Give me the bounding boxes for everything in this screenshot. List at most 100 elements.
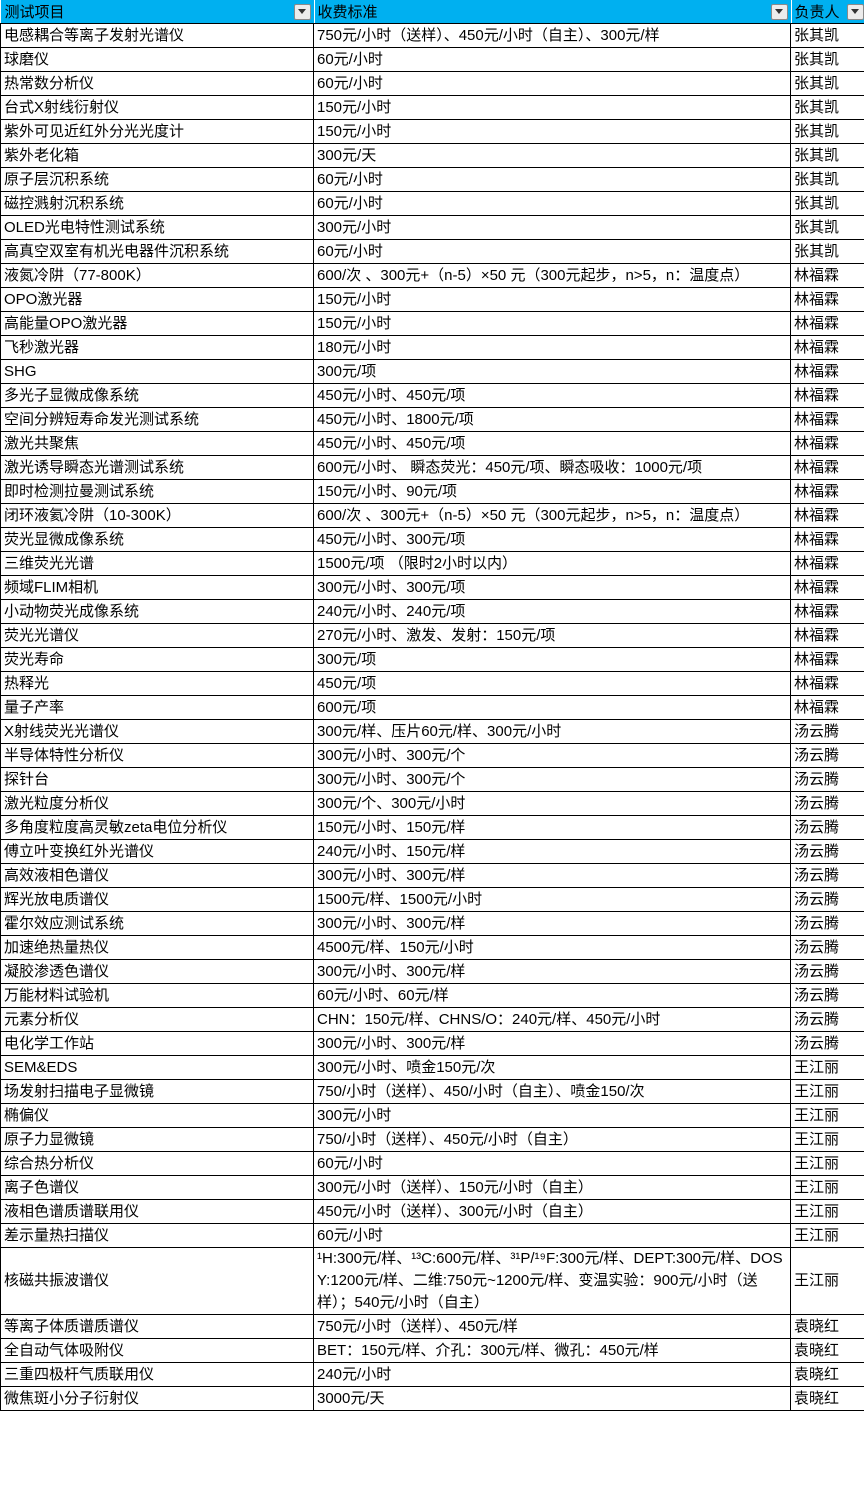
cell-owner[interactable]: 汤云腾	[790, 1007, 864, 1032]
cell-test-item[interactable]: 综合热分析仪	[0, 1151, 314, 1176]
cell-owner[interactable]: 林福霖	[790, 527, 864, 552]
cell-test-item[interactable]: 即时检测拉曼测试系统	[0, 479, 314, 504]
cell-owner[interactable]: 林福霖	[790, 551, 864, 576]
cell-test-item[interactable]: 激光粒度分析仪	[0, 791, 314, 816]
cell-fee-standard[interactable]: 300元/个、300元/小时	[313, 791, 791, 816]
cell-test-item[interactable]: 元素分析仪	[0, 1007, 314, 1032]
cell-owner[interactable]: 张其凯	[790, 215, 864, 240]
cell-fee-standard[interactable]: 600元/小时、 瞬态荧光：450元/项、瞬态吸收：1000元/项	[313, 455, 791, 480]
filter-dropdown-button-fee-standard[interactable]	[770, 3, 788, 20]
cell-owner[interactable]: 王江丽	[790, 1223, 864, 1248]
cell-test-item[interactable]: 场发射扫描电子显微镜	[0, 1079, 314, 1104]
cell-fee-standard[interactable]: 450元/小时（送样）、300元/小时（自主）	[313, 1199, 791, 1224]
cell-fee-standard[interactable]: 4500元/样、150元/小时	[313, 935, 791, 960]
cell-fee-standard[interactable]: 240元/小时、150元/样	[313, 839, 791, 864]
cell-test-item[interactable]: 荧光寿命	[0, 647, 314, 672]
cell-test-item[interactable]: 全自动气体吸附仪	[0, 1338, 314, 1363]
cell-owner[interactable]: 张其凯	[790, 95, 864, 120]
cell-test-item[interactable]: 辉光放电质谱仪	[0, 887, 314, 912]
cell-owner[interactable]: 张其凯	[790, 167, 864, 192]
cell-owner[interactable]: 汤云腾	[790, 935, 864, 960]
cell-test-item[interactable]: 傅立叶变换红外光谱仪	[0, 839, 314, 864]
cell-fee-standard[interactable]: 300元/小时	[313, 215, 791, 240]
cell-fee-standard[interactable]: 60元/小时	[313, 167, 791, 192]
cell-test-item[interactable]: 频域FLIM相机	[0, 575, 314, 600]
filter-dropdown-button-test-item[interactable]	[293, 3, 311, 20]
cell-fee-standard[interactable]: 600/次 、300元+（n-5）×50 元（300元起步，n>5，n：温度点）	[313, 503, 791, 528]
cell-fee-standard[interactable]: 300元/小时、300元/项	[313, 575, 791, 600]
cell-test-item[interactable]: 激光共聚焦	[0, 431, 314, 456]
cell-fee-standard[interactable]: 300元/小时	[313, 1103, 791, 1128]
cell-fee-standard[interactable]: 270元/小时、激发、发射：150元/项	[313, 623, 791, 648]
cell-fee-standard[interactable]: 450元/项	[313, 671, 791, 696]
cell-fee-standard[interactable]: 300元/项	[313, 647, 791, 672]
cell-test-item[interactable]: 飞秒激光器	[0, 335, 314, 360]
column-header-fee-standard[interactable]: 收费标准	[313, 0, 791, 24]
cell-test-item[interactable]: 紫外可见近红外分光光度计	[0, 119, 314, 144]
cell-test-item[interactable]: 紫外老化箱	[0, 143, 314, 168]
cell-owner[interactable]: 林福霖	[790, 311, 864, 336]
cell-test-item[interactable]: 微焦斑小分子衍射仪	[0, 1386, 314, 1411]
cell-fee-standard[interactable]: BET：150元/样、介孔：300元/样、微孔：450元/样	[313, 1338, 791, 1363]
cell-owner[interactable]: 张其凯	[790, 23, 864, 48]
cell-owner[interactable]: 汤云腾	[790, 983, 864, 1008]
cell-owner[interactable]: 林福霖	[790, 335, 864, 360]
cell-test-item[interactable]: 电化学工作站	[0, 1031, 314, 1056]
cell-fee-standard[interactable]: 300元/小时（送样）、150元/小时（自主）	[313, 1175, 791, 1200]
cell-test-item[interactable]: 小动物荧光成像系统	[0, 599, 314, 624]
cell-test-item[interactable]: 三重四极杆气质联用仪	[0, 1362, 314, 1387]
cell-fee-standard[interactable]: 450元/小时、300元/项	[313, 527, 791, 552]
cell-fee-standard[interactable]: 750/小时（送样）、450元/小时（自主）	[313, 1127, 791, 1152]
cell-fee-standard[interactable]: 60元/小时	[313, 191, 791, 216]
cell-owner[interactable]: 林福霖	[790, 695, 864, 720]
cell-owner[interactable]: 张其凯	[790, 71, 864, 96]
cell-test-item[interactable]: 原子力显微镜	[0, 1127, 314, 1152]
cell-test-item[interactable]: 三维荧光光谱	[0, 551, 314, 576]
cell-test-item[interactable]: 半导体特性分析仪	[0, 743, 314, 768]
cell-test-item[interactable]: 量子产率	[0, 695, 314, 720]
cell-fee-standard[interactable]: 600元/项	[313, 695, 791, 720]
cell-fee-standard[interactable]: 600/次 、300元+（n-5）×50 元（300元起步，n>5，n：温度点）	[313, 263, 791, 288]
cell-fee-standard[interactable]: 300元/项	[313, 359, 791, 384]
cell-owner[interactable]: 林福霖	[790, 575, 864, 600]
cell-owner[interactable]: 林福霖	[790, 623, 864, 648]
cell-fee-standard[interactable]: 150元/小时、90元/项	[313, 479, 791, 504]
cell-owner[interactable]: 林福霖	[790, 287, 864, 312]
cell-owner[interactable]: 张其凯	[790, 239, 864, 264]
cell-test-item[interactable]: 离子色谱仪	[0, 1175, 314, 1200]
cell-owner[interactable]: 汤云腾	[790, 863, 864, 888]
cell-owner[interactable]: 林福霖	[790, 599, 864, 624]
cell-fee-standard[interactable]: CHN：150元/样、CHNS/O：240元/样、450元/小时	[313, 1007, 791, 1032]
cell-owner[interactable]: 袁晓红	[790, 1314, 864, 1339]
cell-test-item[interactable]: 差示量热扫描仪	[0, 1223, 314, 1248]
cell-owner[interactable]: 王江丽	[790, 1247, 864, 1315]
cell-test-item[interactable]: X射线荧光光谱仪	[0, 719, 314, 744]
cell-fee-standard[interactable]: 300元/小时、300元/样	[313, 1031, 791, 1056]
cell-owner[interactable]: 林福霖	[790, 647, 864, 672]
cell-fee-standard[interactable]: 450元/小时、450元/项	[313, 431, 791, 456]
cell-test-item[interactable]: 磁控溅射沉积系统	[0, 191, 314, 216]
cell-fee-standard[interactable]: 150元/小时	[313, 95, 791, 120]
cell-owner[interactable]: 汤云腾	[790, 839, 864, 864]
cell-test-item[interactable]: 液氮冷阱（77-800K）	[0, 263, 314, 288]
cell-owner[interactable]: 林福霖	[790, 383, 864, 408]
cell-owner[interactable]: 王江丽	[790, 1103, 864, 1128]
cell-test-item[interactable]: 核磁共振波谱仪	[0, 1247, 314, 1315]
cell-owner[interactable]: 汤云腾	[790, 887, 864, 912]
cell-fee-standard[interactable]: 150元/小时	[313, 119, 791, 144]
cell-fee-standard[interactable]: 60元/小时	[313, 239, 791, 264]
cell-test-item[interactable]: 热常数分析仪	[0, 71, 314, 96]
cell-test-item[interactable]: 多光子显微成像系统	[0, 383, 314, 408]
cell-fee-standard[interactable]: 300元/天	[313, 143, 791, 168]
cell-fee-standard[interactable]: 1500元/样、1500元/小时	[313, 887, 791, 912]
cell-test-item[interactable]: 椭偏仪	[0, 1103, 314, 1128]
cell-owner[interactable]: 王江丽	[790, 1151, 864, 1176]
cell-fee-standard[interactable]: 300元/小时、300元/样	[313, 959, 791, 984]
cell-fee-standard[interactable]: 60元/小时	[313, 1151, 791, 1176]
cell-owner[interactable]: 袁晓红	[790, 1338, 864, 1363]
cell-owner[interactable]: 汤云腾	[790, 767, 864, 792]
cell-fee-standard[interactable]: 300元/小时、300元/个	[313, 767, 791, 792]
column-header-owner[interactable]: 负责人	[790, 0, 864, 24]
cell-owner[interactable]: 林福霖	[790, 503, 864, 528]
cell-fee-standard[interactable]: 300元/小时、喷金150元/次	[313, 1055, 791, 1080]
